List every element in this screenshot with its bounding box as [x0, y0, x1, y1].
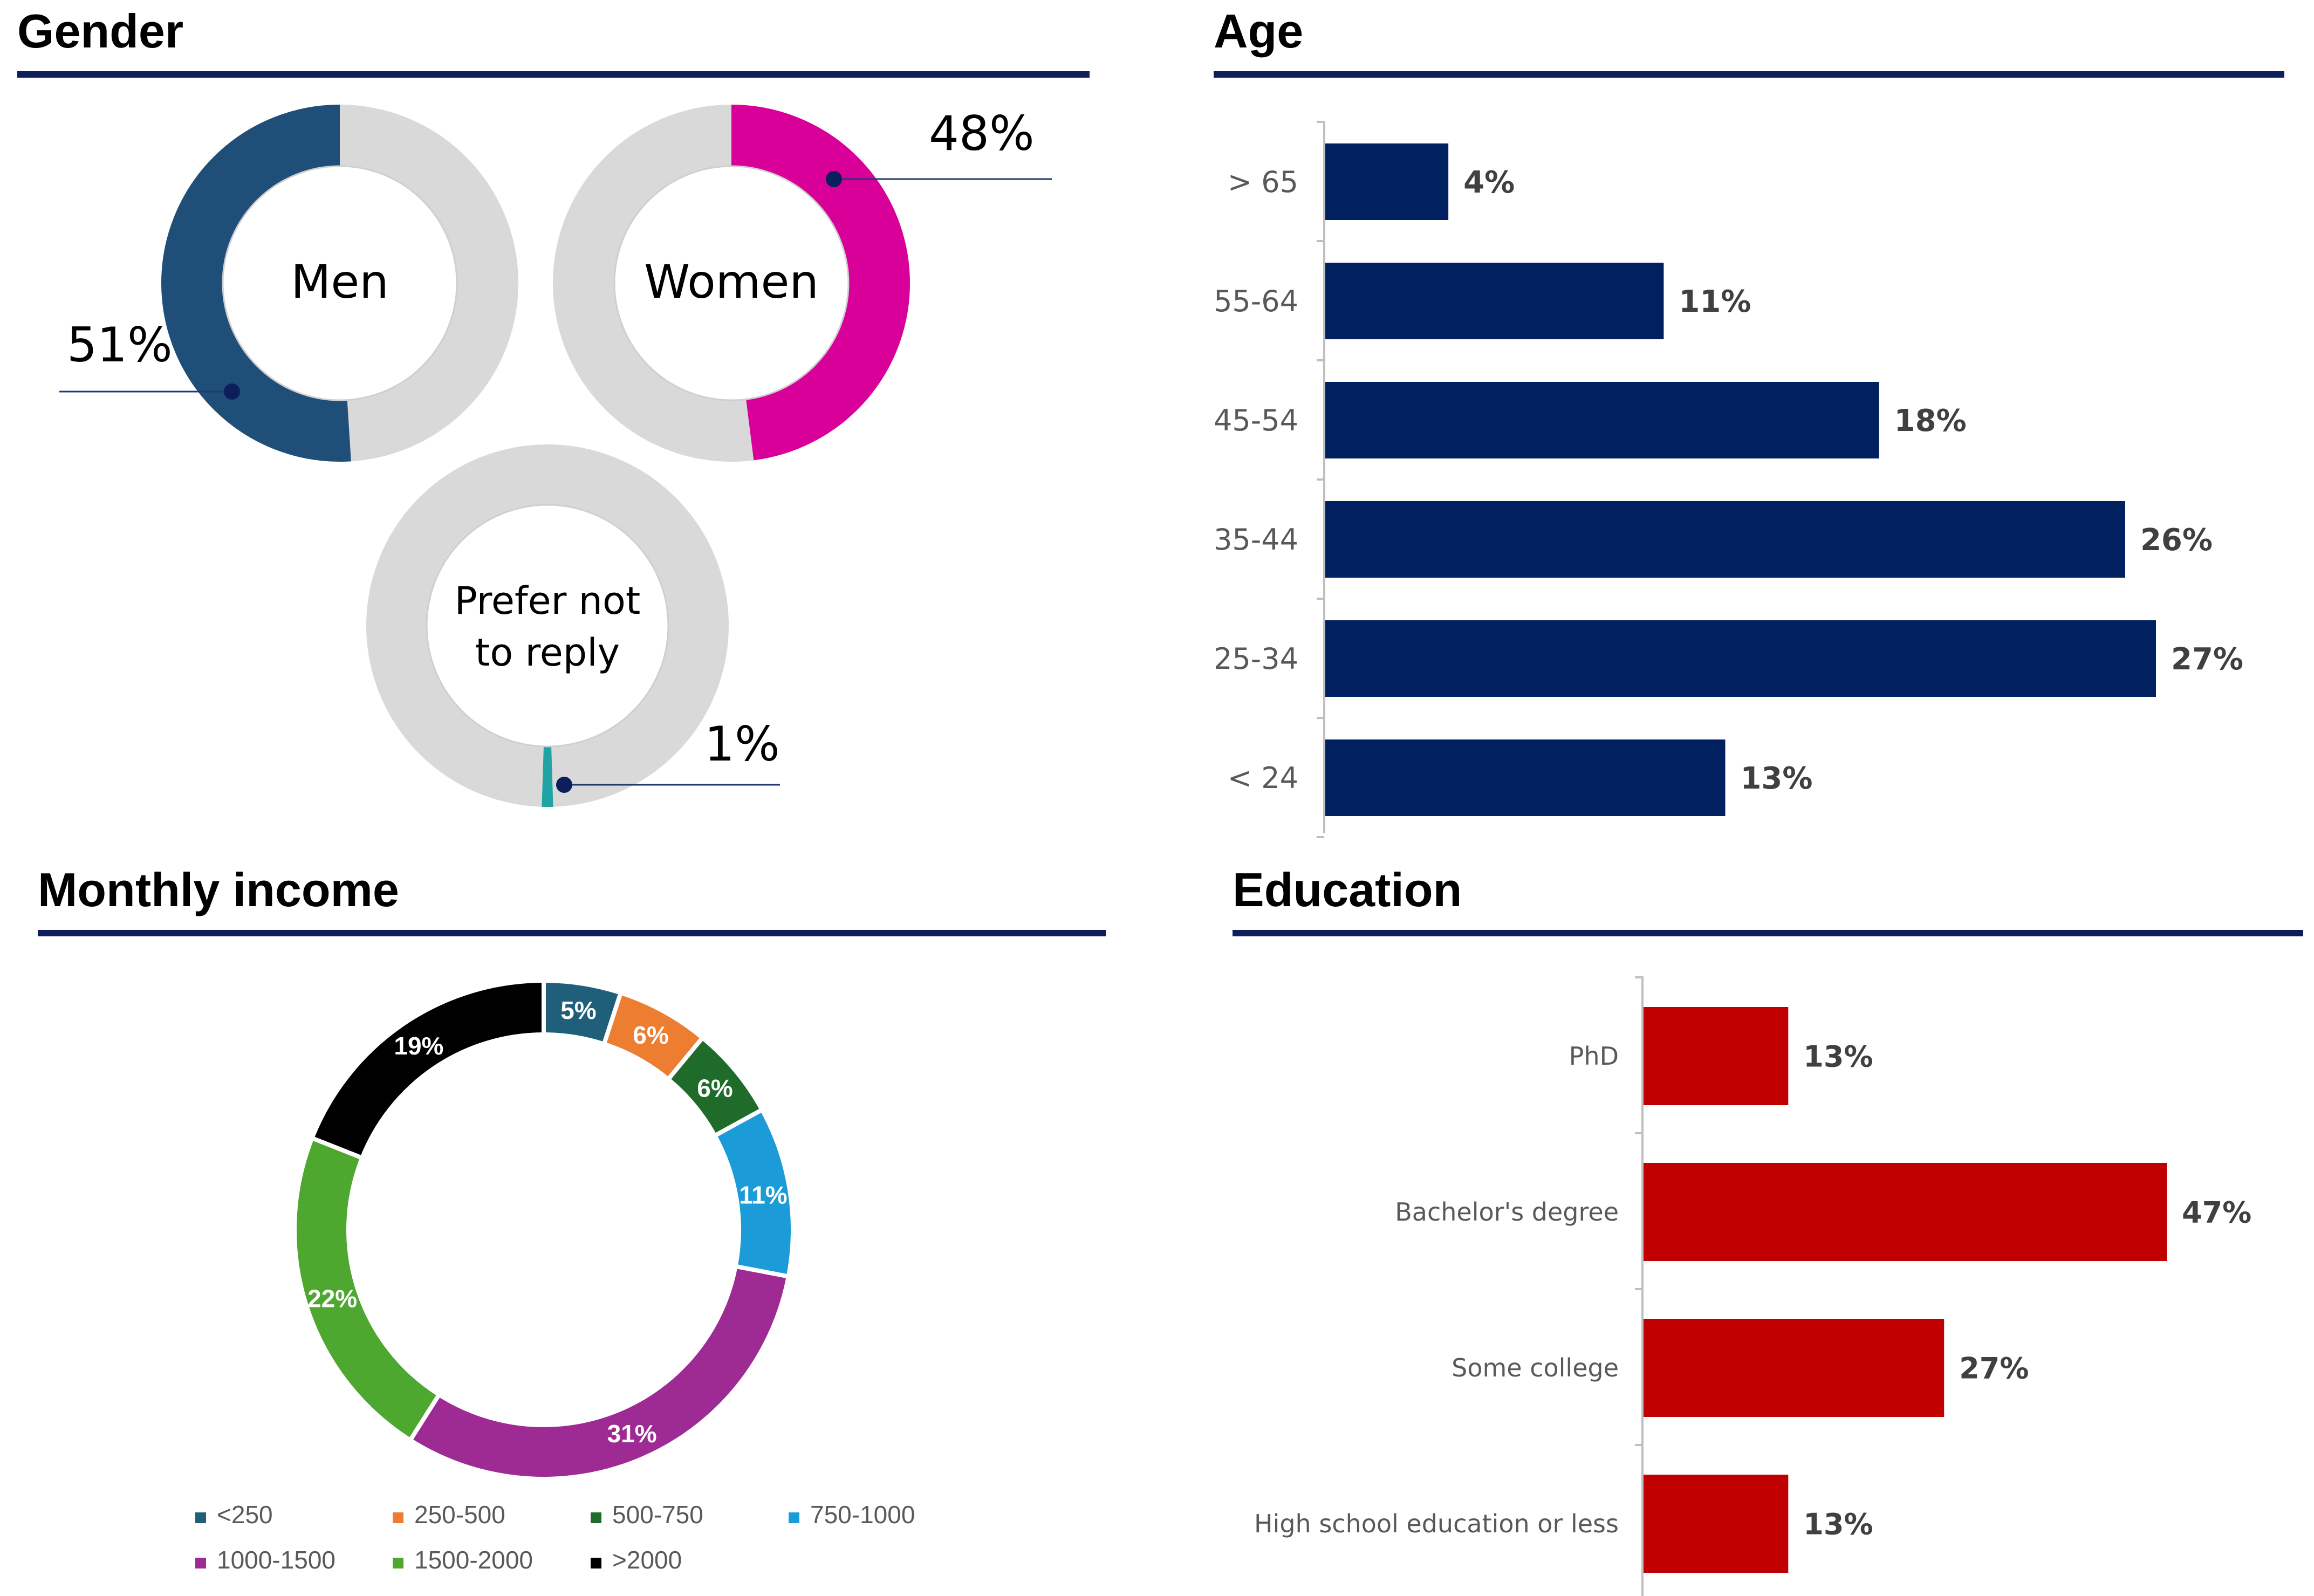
income-chart: 5% 6% 6% 11% 31% 22% 19% — [292, 978, 795, 1481]
income-slice-2000 — [309, 978, 546, 1161]
income-legend-label-500-750: 500-750 — [612, 1501, 703, 1529]
gender-heading-rule — [17, 71, 1090, 78]
age-category-35-44: 35-44 — [1214, 523, 1298, 557]
income-slice-1000-1500 — [407, 1264, 791, 1481]
age-bar-35-44 — [1325, 501, 2125, 578]
education-value-label-phd: 13% — [1803, 1039, 1873, 1073]
prefer-not-ring-value — [366, 444, 729, 807]
gender-panel: Gender Men 51% Women 48% Prefer — [17, 4, 1090, 807]
women-donut: Women 48% — [553, 105, 1052, 462]
age-heading-rule — [1214, 71, 2284, 78]
education-bar-some-college — [1644, 1319, 1945, 1417]
education-value-label-bachelor-s-degree: 47% — [2182, 1195, 2251, 1229]
education-bar-high-school-education-or-less — [1644, 1475, 1789, 1573]
income-legend-label-2000: >2000 — [612, 1546, 682, 1574]
income-slice-label-1000-1500: 31% — [607, 1420, 657, 1448]
education-value-label-high-school-education-or-less: 13% — [1803, 1507, 1873, 1541]
income-legend-swatch-250 — [195, 1512, 206, 1523]
age-bar-65 — [1325, 143, 1449, 220]
income-slice-label-500-750: 6% — [697, 1074, 732, 1102]
income-legend: <250 250-500 500-750 750-1000 1000-1500 1500-… — [195, 1501, 915, 1574]
men-ring-value — [161, 105, 518, 462]
income-heading-rule — [38, 930, 1106, 936]
income-legend-swatch-1000-1500 — [195, 1558, 206, 1568]
education-panel: Education PhD 13% Bachelor's degree 47% Some… — [1233, 863, 2303, 1596]
income-legend-swatch-250-500 — [393, 1512, 403, 1523]
education-title: Education — [1233, 863, 1462, 916]
age-value-label-65: 4% — [1463, 165, 1515, 200]
age-chart: > 65 4% 55-64 11% 45-54 18% 35-44 26% 25-34 27% < … — [1214, 121, 2243, 838]
men-value-label: 51% — [67, 317, 173, 373]
income-legend-swatch-2000 — [591, 1558, 601, 1568]
income-title: Monthly income — [38, 863, 399, 916]
income-legend-label-1000-1500: 1000-1500 — [217, 1546, 336, 1574]
age-category-24: < 24 — [1228, 761, 1298, 795]
income-legend-label-250-500: 250-500 — [414, 1501, 505, 1529]
age-category-55-64: 55-64 — [1214, 284, 1298, 318]
age-value-label-25-34: 27% — [2171, 642, 2243, 677]
prefer-not-leader-dot — [556, 777, 572, 793]
income-slice-label-250-500: 6% — [633, 1021, 668, 1049]
age-bar-55-64 — [1325, 263, 1664, 339]
women-ring-hole — [613, 165, 850, 401]
income-legend-label-1500-2000: 1500-2000 — [414, 1546, 533, 1574]
education-heading-rule — [1233, 930, 2303, 936]
education-value-label-some-college: 27% — [1959, 1351, 2029, 1385]
men-label: Men — [291, 255, 389, 309]
age-category-65: > 65 — [1228, 165, 1298, 199]
age-value-label-55-64: 11% — [1679, 284, 1751, 319]
women-label: Women — [644, 255, 819, 309]
prefer-not-value-label: 1% — [704, 716, 780, 772]
women-value-label: 48% — [929, 106, 1035, 161]
women-leader-dot — [826, 171, 842, 187]
men-leader-dot — [224, 383, 240, 400]
age-bar-24 — [1325, 739, 1726, 816]
age-category-45-54: 45-54 — [1214, 403, 1298, 437]
income-legend-label-750-1000: 750-1000 — [810, 1501, 915, 1529]
education-category-high-school-education-or-less: High school education or less — [1254, 1509, 1619, 1538]
age-title: Age — [1214, 4, 1303, 58]
age-value-label-35-44: 26% — [2140, 523, 2213, 558]
income-slice-label-250: 5% — [560, 996, 596, 1024]
education-category-some-college: Some college — [1452, 1353, 1619, 1382]
income-legend-swatch-1500-2000 — [393, 1558, 403, 1568]
prefer-not-donut: Prefer not to reply 1% — [366, 444, 780, 807]
income-slice-label-1500-2000: 22% — [307, 1284, 357, 1312]
income-legend-swatch-500-750 — [591, 1512, 601, 1523]
age-bar-45-54 — [1325, 382, 1879, 458]
gender-title: Gender — [17, 4, 183, 58]
women-ring-value — [553, 105, 910, 462]
education-category-phd: PhD — [1569, 1042, 1619, 1071]
age-panel: Age > 65 4% 55-64 11% 45-54 18% 35-44 26% 25-34 2… — [1214, 4, 2284, 838]
age-bar-25-34 — [1325, 620, 2156, 697]
income-slice-label-2000: 19% — [394, 1032, 443, 1060]
income-panel: Monthly income 5% 6% 6% 11% 31% 22% 19% <250 25… — [38, 863, 1106, 1574]
age-value-label-24: 13% — [1740, 761, 1812, 796]
prefer-not-label-line1: Prefer not — [455, 579, 641, 623]
income-slice-label-750-1000: 11% — [739, 1181, 788, 1209]
age-category-25-34: 25-34 — [1214, 642, 1298, 676]
prefer-not-ring-hole — [426, 504, 669, 748]
men-donut: Men 51% — [59, 105, 518, 462]
men-ring-hole — [222, 165, 458, 401]
income-legend-swatch-750-1000 — [789, 1512, 799, 1523]
education-bar-phd — [1644, 1007, 1789, 1105]
age-value-label-45-54: 18% — [1894, 403, 1967, 439]
prefer-not-label-line2: to reply — [475, 631, 620, 675]
education-chart: PhD 13% Bachelor's degree 47% Some college 27… — [1254, 976, 2251, 1573]
income-legend-label-250: <250 — [217, 1501, 273, 1529]
education-category-bachelor-s-degree: Bachelor's degree — [1395, 1197, 1619, 1227]
education-bar-bachelor-s-degree — [1644, 1163, 2167, 1261]
